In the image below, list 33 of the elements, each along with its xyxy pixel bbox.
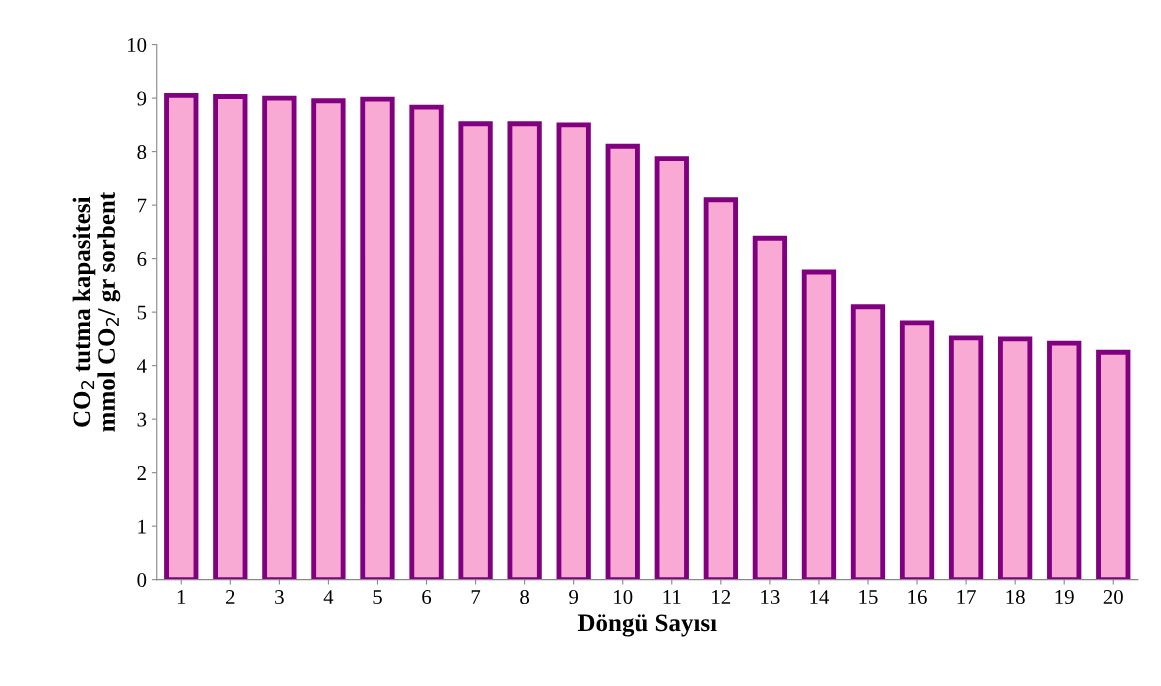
y-tick-label: 1	[138, 519, 146, 534]
x-tick-label: 16	[908, 590, 927, 605]
x-tick-label: 11	[663, 590, 681, 604]
x-tick-label: 15	[859, 590, 878, 605]
x-tick-label: 3	[275, 590, 284, 605]
y-tick-label: 3	[137, 412, 147, 427]
x-tick-label: 9	[569, 590, 579, 605]
x-tick-label: 14	[810, 590, 830, 604]
y-tick-label: 0	[137, 573, 147, 588]
x-axis-title: Döngü Sayısı	[577, 614, 717, 637]
x-tick-label: 2	[226, 590, 235, 604]
x-tick-label: 10	[614, 589, 633, 605]
x-tick-label: 19	[1055, 590, 1074, 605]
y-tick-label: 7	[137, 198, 147, 213]
y-tick-label: 8	[137, 144, 147, 160]
y-tick-label: 9	[137, 91, 147, 106]
y-tick-label: 10	[128, 37, 147, 53]
y-tick-label: 6	[137, 252, 147, 267]
x-tick-label: 4	[323, 590, 334, 604]
x-tick-label: 12	[712, 590, 731, 604]
x-tick-label: 20	[1103, 589, 1123, 605]
x-tick-label: 13	[761, 590, 780, 605]
y-tick-label: 5	[137, 305, 147, 320]
x-tick-label: 1	[177, 590, 186, 604]
x-tick-label: 8	[520, 589, 530, 605]
x-tick-label: 7	[471, 590, 481, 604]
x-tick-label: 5	[373, 590, 382, 605]
y-axis-title: CO$_{2}$ tutma kapasitesi mmol CO$_{2}$/ gr sorbent	[72, 191, 121, 432]
x-tick-label: 18	[1006, 589, 1025, 605]
x-tick-label: 6	[422, 590, 432, 605]
y-tick-label: 4	[137, 359, 147, 373]
x-tick-label: 17	[957, 590, 976, 604]
y-tick-label: 2	[137, 466, 146, 480]
